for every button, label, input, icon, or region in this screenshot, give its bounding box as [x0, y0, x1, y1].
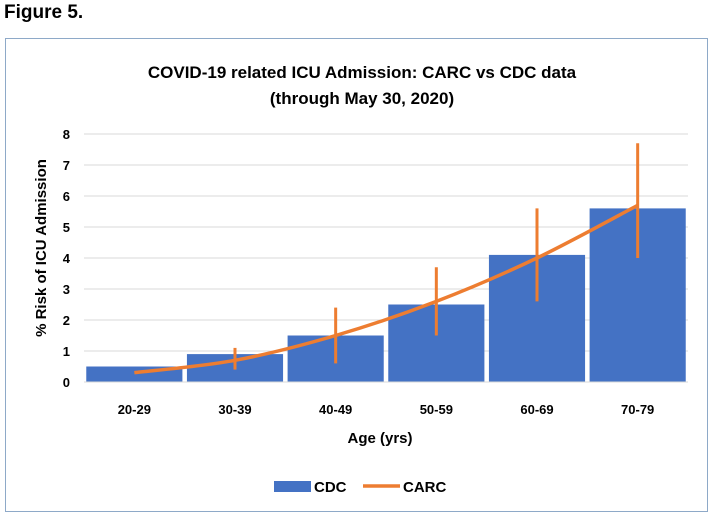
x-axis-ticks: 20-29 30-39 40-49 50-59 60-69 70-79	[84, 381, 688, 417]
chart-subtitle: (through May 30, 2020)	[270, 89, 454, 108]
x-tick-label: 30-39	[218, 402, 251, 417]
y-tick-label: 5	[63, 220, 70, 235]
y-tick-label: 4	[63, 251, 71, 266]
legend-cdc-swatch	[274, 481, 311, 492]
y-axis-ticks: 0 1 2 3 4 5 6 7 8	[63, 127, 71, 390]
y-tick-label: 1	[63, 344, 70, 359]
legend-carc-label: CARC	[403, 479, 446, 496]
x-tick-label: 50-59	[420, 402, 453, 417]
x-tick-label: 20-29	[118, 402, 151, 417]
y-tick-label: 3	[63, 282, 70, 297]
x-axis-label: Age (yrs)	[347, 430, 412, 447]
y-tick-label: 6	[63, 189, 70, 204]
y-tick-label: 8	[63, 127, 70, 142]
chart-title: COVID-19 related ICU Admission: CARC vs …	[148, 63, 577, 82]
x-tick-label: 60-69	[520, 402, 553, 417]
y-tick-label: 7	[63, 158, 70, 173]
y-tick-label: 2	[63, 313, 70, 328]
cdc-bars	[86, 208, 686, 382]
x-tick-label: 70-79	[621, 402, 654, 417]
figure-label: Figure 5.	[4, 2, 84, 23]
y-axis-label: % Risk of ICU Admission	[33, 159, 50, 337]
legend: CDC CARC	[274, 479, 446, 496]
x-tick-label: 40-49	[319, 402, 352, 417]
carc-line	[134, 203, 639, 375]
y-tick-label: 0	[63, 375, 70, 390]
legend-cdc-label: CDC	[314, 479, 347, 496]
